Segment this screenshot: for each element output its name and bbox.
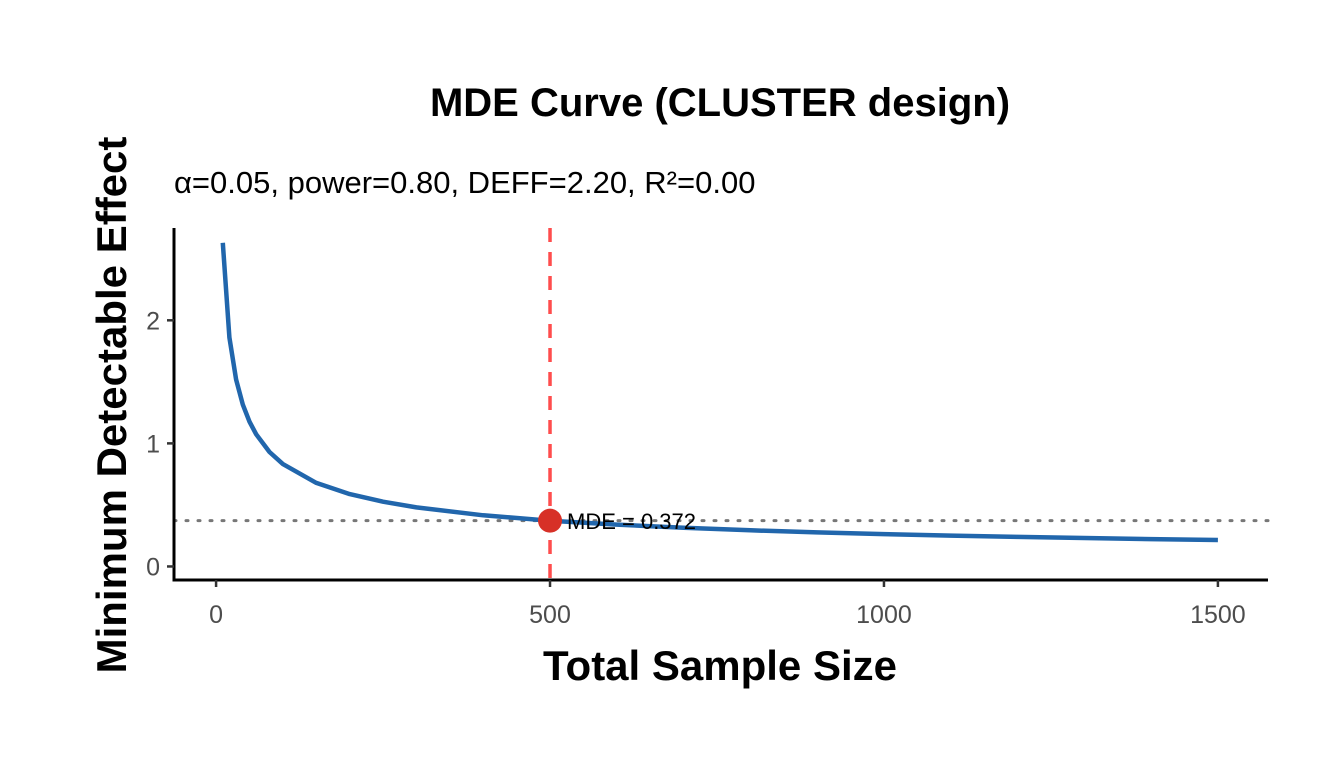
mde-annotation: MDE = 0.372 bbox=[567, 509, 696, 534]
mde-curve-line bbox=[220, 242, 1218, 543]
x-tick-label: 1500 bbox=[1190, 601, 1246, 629]
y-tick-label: 1 bbox=[146, 430, 160, 458]
y-tick-label: 0 bbox=[146, 553, 160, 581]
x-tick-label: 0 bbox=[209, 601, 223, 629]
mde-highlight-point bbox=[538, 508, 563, 533]
chart-subtitle: α=0.05, power=0.80, DEFF=2.20, R²=0.00 bbox=[174, 165, 755, 200]
chart-title: MDE Curve (CLUSTER design) bbox=[430, 81, 1010, 125]
y-axis-label: Minimum Detectable Effect bbox=[88, 137, 135, 674]
x-tick-label: 500 bbox=[529, 601, 571, 629]
plot-area: 0 500 1000 1500 0 1 2 bbox=[146, 228, 1270, 629]
x-tick-label: 1000 bbox=[856, 601, 912, 629]
y-tick-label: 2 bbox=[146, 307, 160, 335]
x-axis-label: Total Sample Size bbox=[543, 642, 897, 689]
